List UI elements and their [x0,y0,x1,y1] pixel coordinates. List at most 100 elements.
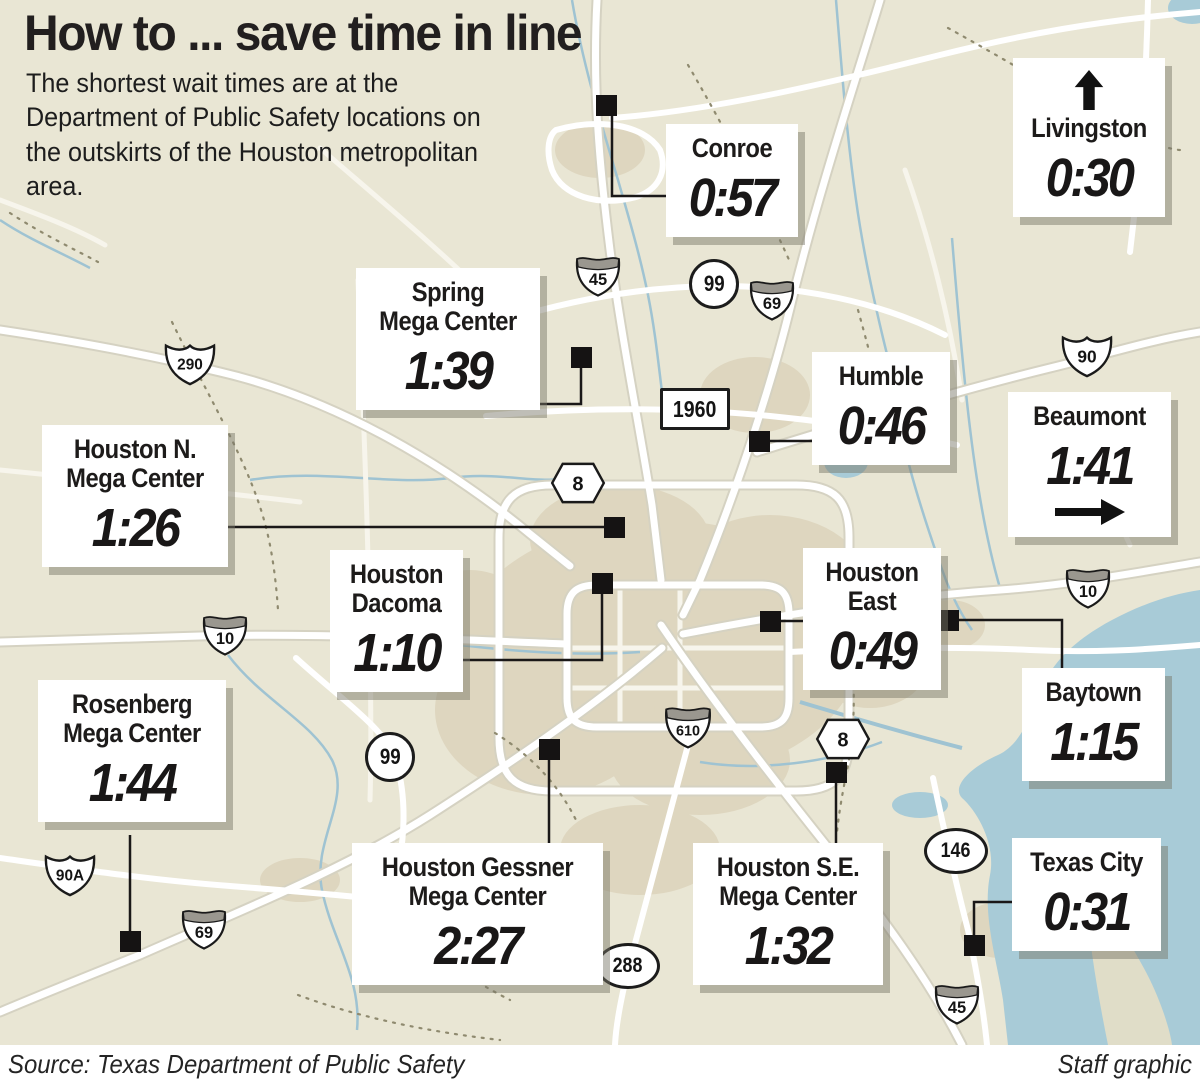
right-arrow-icon [1054,498,1125,525]
wait-time: 1:41 [1046,435,1135,496]
beltway-shield-icon: 8 [815,718,871,760]
svg-text:8: 8 [837,730,848,752]
interstate-shield-icon: 45 [575,257,621,297]
location-marker-humble [749,431,770,452]
us-route-shield-icon: 90A [44,854,96,897]
svg-text:69: 69 [763,295,781,313]
wait-time: 1:32 [744,915,834,976]
location-label-houston-n-mega-center: Houston N. Mega Center 1:26 [42,425,228,567]
location-marker-baytown [938,610,959,631]
us-90a-shield: 90A [41,848,99,898]
svg-text:45: 45 [948,999,966,1017]
interstate-shield-icon: 10 [1065,569,1111,609]
location-label-houston-se-mega-center: Houston S.E. Mega Center 1:32 [693,843,883,985]
location-label-texas-city: Texas City 0:31 [1012,838,1161,951]
highway-99-shield: 99 [689,259,739,309]
location-name: Houston Gessner Mega Center [381,852,574,911]
location-marker-texas-city [964,935,985,956]
location-marker-houston-se [826,762,847,783]
footer-bar: Source: Texas Department of Public Safet… [0,1045,1200,1083]
interstate-shield-icon: 610 [665,707,711,749]
location-name: Rosenberg Mega Center [63,689,201,748]
beltway-8-shield: 8 [549,461,607,505]
location-marker-houston-east [760,611,781,632]
location-marker-conroe [596,95,617,116]
wait-time: 0:46 [837,395,927,456]
location-label-livingston: Livingston 0:30 [1013,58,1165,217]
interstate-shield-icon: 45 [934,985,980,1025]
location-label-houston-dacoma: Houston Dacoma 1:10 [330,550,463,692]
location-name: Spring Mega Center [379,277,517,336]
svg-text:610: 610 [676,724,700,740]
wait-time: 0:30 [1045,147,1135,208]
location-name: Livingston [1031,113,1147,143]
wait-time: 0:49 [828,620,918,681]
wait-time: 1:15 [1050,711,1139,772]
wait-time: 1:10 [353,622,442,683]
location-name: Houston N. Mega Center [66,434,204,493]
us-90-shield: 90 [1058,329,1116,379]
location-label-houston-gessner-mega-center: Houston Gessner Mega Center 2:27 [352,843,603,985]
location-label-rosenberg-mega-center: Rosenberg Mega Center 1:44 [38,680,226,822]
interstate-shield-icon: 69 [181,910,227,950]
interstate-shield-icon: 10 [202,616,248,656]
highway-146-shield: 146 [924,828,988,874]
location-name: Houston S.E. Mega Center [716,852,860,911]
wait-time: 0:57 [688,167,778,228]
interstate-shield-icon: 69 [749,281,795,321]
us-route-shield-icon: 290 [164,343,216,386]
staff-credit: Staff graphic [1057,1049,1192,1079]
wait-time: 1:39 [404,340,494,401]
page-title: How to ... save time in line [24,5,583,61]
location-label-beaumont: Beaumont 1:41 [1008,392,1171,537]
svg-text:290: 290 [177,357,203,374]
location-label-baytown: Baytown 1:15 [1022,668,1165,781]
beltway-8-shield-south: 8 [814,717,872,761]
us-290-shield: 290 [161,337,219,387]
location-name: Baytown [1045,677,1142,707]
highway-99-shield-south: 99 [365,732,415,782]
location-name: Conroe [691,133,773,163]
location-marker-houston-dacoma [592,573,613,594]
svg-text:90: 90 [1077,347,1096,367]
location-name: Texas City [1030,847,1143,877]
wait-time: 1:26 [91,497,181,558]
location-label-conroe: Conroe 0:57 [666,124,798,237]
svg-text:10: 10 [216,630,234,648]
location-name: Beaumont [1033,401,1146,431]
fm-1960-shield: 1960 [660,388,730,430]
beltway-shield-icon: 8 [550,462,606,504]
interstate-45-shield: 45 [572,247,624,299]
location-marker-spring [571,347,592,368]
source-credit: Source: Texas Department of Public Safet… [8,1049,465,1079]
up-arrow-icon [1074,70,1104,110]
svg-text:90A: 90A [56,868,84,885]
svg-text:45: 45 [589,271,607,289]
highway-288-shield: 288 [596,943,660,989]
location-marker-houston-n [604,517,625,538]
svg-text:69: 69 [195,924,213,942]
location-label-spring-mega-center: Spring Mega Center 1:39 [356,268,540,410]
interstate-69-shield-south: 69 [178,900,230,952]
wait-time: 1:44 [88,752,178,813]
interstate-45-shield-south: 45 [931,975,983,1027]
location-marker-houston-gessner [539,739,560,760]
page-subtitle: The shortest wait times are at the Depar… [26,68,481,202]
interstate-610-shield: 610 [661,697,715,751]
location-name: Houston East [825,557,919,616]
interstate-10-shield-west: 10 [199,606,251,658]
location-label-houston-east: Houston East 0:49 [803,548,941,690]
location-name: Houston Dacoma [349,559,444,618]
location-marker-rosenberg [120,931,141,952]
svg-text:10: 10 [1079,583,1097,601]
interstate-10-shield-east: 10 [1062,559,1114,611]
us-route-shield-icon: 90 [1061,335,1113,378]
location-name: Humble [838,361,924,391]
wait-time: 2:27 [434,915,523,976]
interstate-69-shield: 69 [746,271,798,323]
location-label-humble: Humble 0:46 [812,352,950,465]
leader-lines [128,116,1064,935]
svg-text:8: 8 [572,474,583,496]
wait-time: 0:31 [1043,881,1132,942]
